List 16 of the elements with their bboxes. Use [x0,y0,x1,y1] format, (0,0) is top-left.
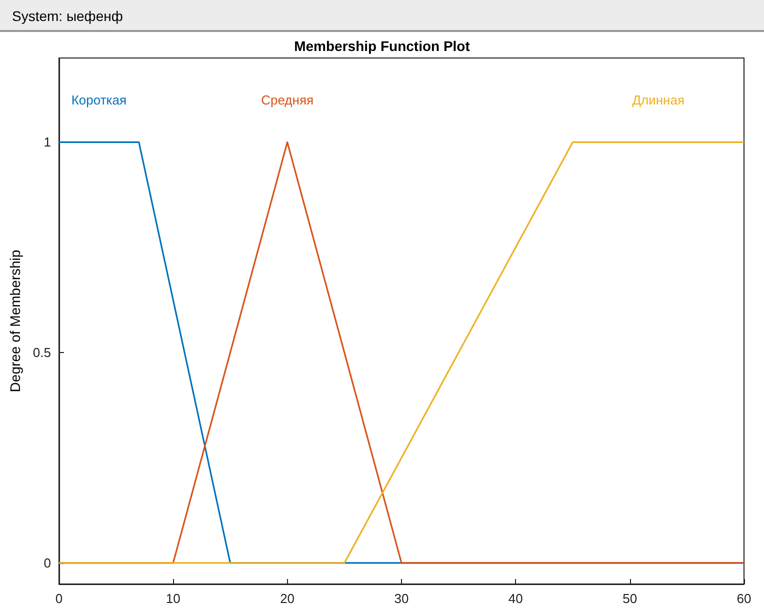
x-tick-label: 20 [280,591,295,606]
text: System: ыефенф [0,0,764,32]
y-tick-label: 0 [44,555,51,570]
x-tick-label: 50 [622,591,638,606]
text: Короткая [71,92,127,108]
y-axis-title: Degree of Membership [7,250,23,392]
text: Средняя [261,92,314,108]
x-tick-label: 60 [736,591,752,606]
x-tick-label: 30 [394,591,409,606]
x-tick-label: 10 [166,591,180,606]
chart-title: Membership Function Plot [294,38,470,54]
y-tick-label: 0.5 [32,345,51,360]
x-tick-label: 0 [55,591,63,606]
text: Длинная [632,92,685,108]
x-tick-label: 40 [508,591,523,606]
y-tick-label: 1 [44,134,51,150]
